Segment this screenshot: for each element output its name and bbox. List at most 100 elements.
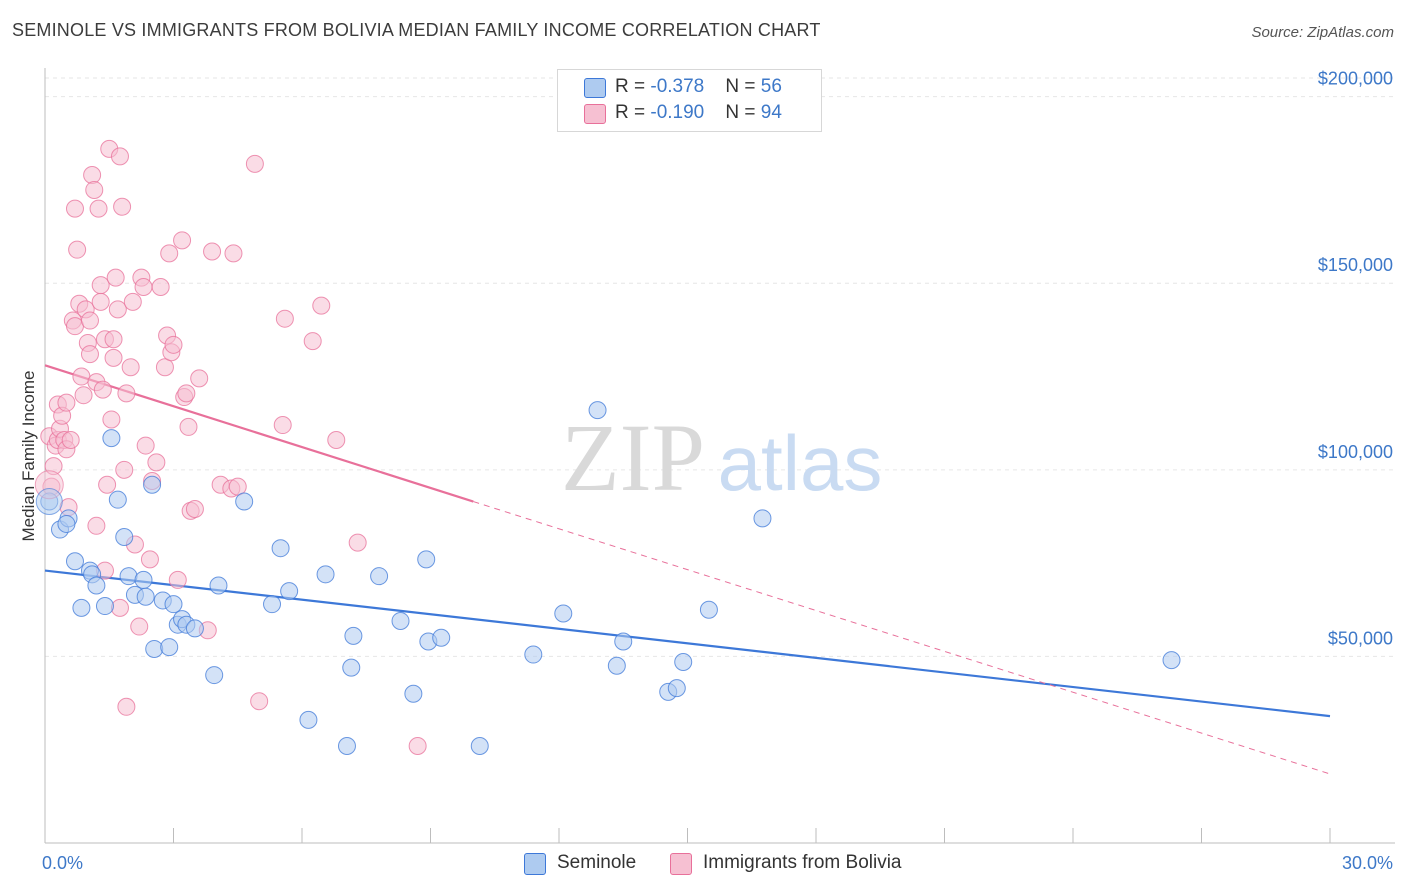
seminole-point	[115, 528, 134, 546]
seminole-point	[143, 475, 162, 494]
seminole-point	[391, 611, 410, 630]
seminole-point	[87, 576, 106, 595]
legend-n-label: N =	[725, 76, 761, 97]
bolivia-swatch	[584, 104, 606, 124]
bolivia-point	[130, 617, 149, 636]
legend-r-value: -0.190	[650, 102, 705, 123]
bolivia-point	[303, 332, 322, 351]
bolivia-point	[113, 197, 132, 216]
seminole-point	[404, 684, 423, 703]
bolivia-point	[68, 240, 87, 259]
seminole-point	[316, 565, 335, 584]
legend-r-label: R =	[615, 76, 651, 97]
seminole-point	[1162, 651, 1181, 670]
bolivia-point	[224, 244, 243, 263]
series-legend: Seminole Immigrants from Bolivia	[0, 852, 1406, 878]
seminole-point	[136, 587, 155, 606]
bolivia-point	[168, 570, 187, 589]
seminole-point	[145, 639, 164, 658]
seminole-point	[432, 628, 451, 647]
chart-title: SEMINOLE VS IMMIGRANTS FROM BOLIVIA MEDI…	[12, 20, 821, 40]
seminole-point	[209, 576, 228, 595]
seminole-point	[753, 509, 772, 528]
bolivia-point	[83, 166, 102, 185]
bolivia-point	[348, 533, 367, 552]
watermark-zip: ZIP	[561, 404, 705, 511]
seminole-point	[271, 539, 290, 558]
bolivia-point	[65, 199, 84, 218]
legend-r-value: -0.378	[650, 76, 705, 97]
seminole-trend-line	[44, 569, 1331, 718]
seminole-point	[119, 567, 138, 586]
legend-label-bolivia: Immigrants from Bolivia	[703, 852, 902, 873]
bolivia-point	[190, 369, 209, 388]
bolivia-point	[57, 393, 76, 412]
legend-r-label: R =	[615, 102, 651, 123]
bolivia-swatch	[670, 853, 692, 875]
seminole-swatch	[584, 78, 606, 98]
seminole-point	[524, 645, 543, 664]
bolivia-point	[117, 384, 136, 403]
bolivia-point	[147, 453, 166, 472]
seminole-point	[185, 619, 204, 638]
seminole-point	[667, 679, 686, 698]
bolivia-point	[312, 296, 331, 315]
seminole-point	[95, 597, 114, 616]
seminole-point	[160, 638, 179, 657]
bolivia-point	[123, 292, 142, 311]
bolivia-point	[89, 199, 108, 218]
trend-lines	[44, 364, 1331, 775]
seminole-swatch	[524, 853, 546, 875]
bolivia-point	[102, 410, 121, 429]
seminole-point	[35, 488, 63, 516]
seminole-point	[699, 600, 718, 619]
axes	[44, 68, 1395, 844]
seminole-point	[342, 658, 361, 677]
bolivia-point	[72, 367, 91, 386]
bolivia-point	[93, 380, 112, 399]
bolivia-point	[104, 330, 123, 349]
seminole-point	[164, 595, 183, 614]
seminole-point	[108, 490, 127, 509]
bolivia-point	[155, 358, 174, 377]
seminole-point	[417, 550, 436, 569]
y-axis-label: Median Family Income	[19, 370, 38, 541]
bolivia-point	[327, 430, 346, 449]
legend-n-value: 56	[760, 76, 782, 97]
seminole-point	[370, 567, 389, 586]
bolivia-point	[203, 242, 222, 261]
seminole-point	[588, 401, 607, 420]
bolivia-point	[87, 516, 106, 535]
legend-n-label: N =	[725, 102, 761, 123]
bolivia-point	[408, 736, 427, 755]
bolivia-point	[91, 292, 110, 311]
seminole-point	[235, 492, 254, 511]
y-tick-label: $200,000	[1318, 69, 1393, 89]
bolivia-point	[250, 692, 269, 711]
seminole-point	[205, 666, 224, 685]
bolivia-point	[273, 416, 292, 435]
bolivia-trend-extension	[473, 501, 1331, 775]
bolivia-point	[108, 300, 127, 319]
bolivia-point	[74, 386, 93, 405]
watermark-atlas: atlas	[718, 419, 883, 507]
bolivia-point	[275, 309, 294, 328]
bolivia-point	[228, 477, 247, 496]
y-tick-label: $150,000	[1318, 255, 1393, 275]
bolivia-point	[179, 417, 198, 436]
bolivia-point	[104, 348, 123, 367]
seminole-point	[102, 429, 121, 448]
seminole-point	[65, 552, 84, 571]
bolivia-point	[245, 154, 264, 173]
seminole-point	[674, 653, 693, 672]
bolivia-point	[85, 180, 104, 199]
bolivia-point	[164, 335, 183, 354]
bolivia-point	[185, 500, 204, 519]
seminole-point	[280, 582, 299, 601]
bolivia-trend-line	[44, 364, 474, 503]
seminole-point	[614, 632, 633, 651]
seminole-point	[72, 598, 91, 617]
x-tick-label: 0.0%	[42, 853, 83, 873]
bolivia-point	[80, 311, 99, 330]
seminole-point	[344, 626, 363, 645]
